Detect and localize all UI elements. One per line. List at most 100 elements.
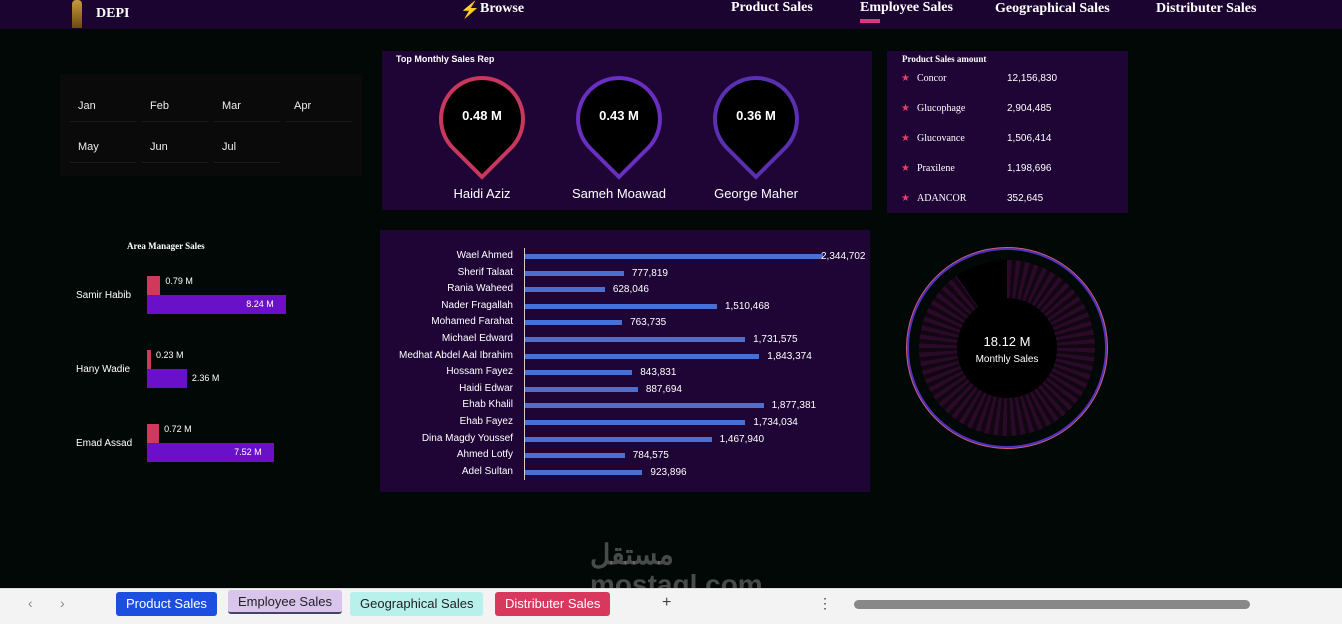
bar [525,254,823,259]
big-bar [147,369,187,388]
small-bar-label: 0.79 M [165,276,193,286]
month-button-apr[interactable]: Apr [286,86,352,122]
month-slicer: Jan Feb Mar Apr May Jun Jul [60,74,362,176]
prev-sheet-icon[interactable]: ‹ [28,595,33,611]
bar-category-label: Adel Sultan [461,465,513,477]
bar [525,403,764,409]
product-value: 1,506,414 [1007,133,1052,144]
bar [525,469,643,475]
monthly-sales-value: 18.12 M [983,334,1031,349]
star-icon: ★ [901,163,910,174]
product-name: ADANCOR [917,193,967,204]
manager-name: Samir Habib [76,290,132,301]
product-sales-panel: Product Sales amount ★ Concor 12,156,830 ★ G… [887,51,1128,213]
small-bar-label: 0.23 M [156,350,184,360]
browse-link[interactable]: Browse [480,1,525,16]
bar-category-label: Ehab Khalil [462,399,513,411]
rep-value: 0.48 M [462,108,502,123]
top-nav-bar: DEPI ⚡ Browse Product Sales Employee Sal… [0,0,1342,29]
big-bar-label: 2.36 M [191,373,220,383]
sheet-tab-distributer-sales[interactable]: Distributer Sales [495,592,611,616]
top-sales-rep-title: Top Monthly Sales Rep [396,54,495,64]
rep-value: 0.36 M [736,108,776,123]
sheet-tab-bar: ‹ › + ⋮ [0,588,1342,624]
bar-value-label: 784,575 [632,450,669,462]
big-bar [147,443,275,462]
bar-value-label: 1,731,575 [753,334,798,345]
big-bar [147,295,287,314]
bar [525,436,712,442]
month-button-jan[interactable]: Jan [70,86,136,122]
nav-product-sales[interactable]: Product Sales [731,0,813,15]
product-value: 352,645 [1007,193,1044,204]
nav-distributer-sales[interactable]: Distributer Sales [1156,1,1257,16]
logo-statue-icon [72,0,82,28]
bar-value-label: 1,734,034 [753,417,798,428]
bar-value-label: 1,510,468 [724,300,770,312]
bar-category-label: Mohamed Farahat [431,316,513,328]
area-manager-title: Area Manager Sales [127,241,205,251]
product-value: 12,156,830 [1007,73,1058,84]
add-sheet-icon[interactable]: + [662,594,672,611]
bar-value-label: 887,694 [645,383,682,395]
bar [525,353,760,359]
manager-name: Emad Assad [76,438,133,449]
month-button-mar[interactable]: Mar [214,86,280,122]
sheet-tab-geographical-sales[interactable]: Geographical Sales [350,592,484,616]
bar-category-label: Haidi Edwar [459,382,513,394]
bar-value-label: 1,467,940 [719,433,765,445]
bar-value-label: 628,046 [612,284,649,296]
bar-value-label: 1,843,374 [767,350,812,362]
month-button-may[interactable]: May [70,127,136,163]
sheet-tab-employee-sales[interactable]: Employee Sales [228,590,342,614]
logo-text: DEPI [96,6,130,21]
monthly-sales-gauge: 18.12 M Monthly Sales [906,247,1108,449]
product-row: ★ Glucophage 2,904,485 [901,103,1052,114]
product-name: Concor [917,73,947,84]
star-icon: ★ [901,73,910,84]
bar [525,386,638,392]
rep-name: Haidi Aziz [453,186,511,201]
product-name: Praxilene [917,163,955,174]
bar [525,303,717,309]
star-icon: ★ [901,103,910,114]
rep-value: 0.43 M [599,108,639,123]
horizontal-scrollbar[interactable] [854,600,1250,609]
bar-category-label: Sherif Talaat [457,266,513,278]
gauge-center [957,298,1057,398]
bar [525,420,746,425]
small-bar [147,424,160,443]
area-manager-chart: Area Manager Sales Samir Habib 0.79 M 8.24… [60,236,360,476]
month-button-feb[interactable]: Feb [142,86,208,122]
bar-category-label: Rania Waheed [447,283,513,295]
active-nav-indicator [860,19,880,23]
bar-category-label: Nader Fragallah [441,299,513,311]
month-button-jun[interactable]: Jun [142,127,208,163]
month-button-jul[interactable]: Jul [214,127,280,163]
bar-category-label: Michael Edward [441,333,513,344]
product-name: Glucovance [917,133,965,144]
bar-value-label: 923,896 [650,466,687,478]
small-bar-label: 0.72 M [164,424,192,434]
employee-sales-chart: Wael Ahmed 2,344,702 Sherif Talaat 777,819 R… [380,230,870,492]
nav-geographical-sales[interactable]: Geographical Sales [995,1,1110,16]
bar [525,453,625,459]
product-row: ★ ADANCOR 352,645 [901,193,1043,204]
bar-value-label: 1,877,381 [771,400,817,412]
manager-name: Hany Wadie [76,364,131,375]
more-options-icon[interactable]: ⋮ [818,595,832,611]
chart-axis [524,248,525,480]
bar [525,337,746,342]
rep-name: Sameh Moawad [572,186,666,201]
bar-category-label: Ahmed Lotfy [456,449,513,461]
bar-category-label: Dina Magdy Youssef [421,432,513,444]
big-bar-label: 8.24 M [246,299,274,309]
nav-employee-sales[interactable]: Employee Sales [860,0,953,15]
rep-name: George Maher [714,186,798,201]
sheet-tab-product-sales[interactable]: Product Sales [116,592,217,616]
bar-value-label: 763,735 [630,317,667,329]
next-sheet-icon[interactable]: › [60,595,65,611]
bar [525,370,633,376]
product-row: ★ Glucovance 1,506,414 [901,133,1052,144]
bar-category-label: Hossam Fayez [446,366,513,378]
